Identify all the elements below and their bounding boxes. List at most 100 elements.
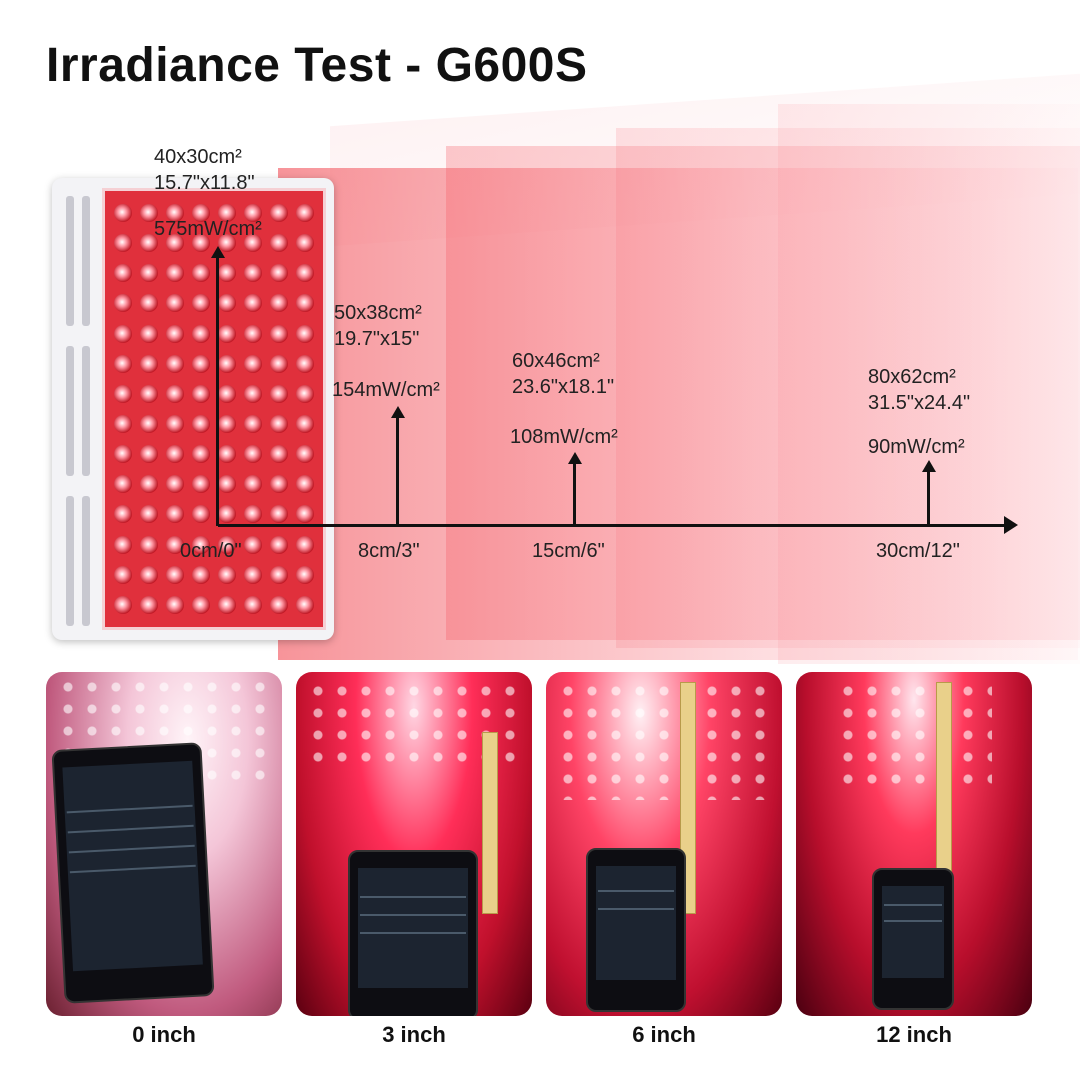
led-bulb — [218, 204, 236, 223]
led-bulb — [166, 234, 184, 253]
led-bulb — [192, 565, 210, 584]
led-bulb — [114, 264, 132, 283]
led-bulb — [114, 415, 132, 434]
led-bulb — [218, 535, 236, 554]
photo-12-inch — [796, 672, 1032, 1016]
led-bulb — [244, 204, 262, 223]
led-bulb — [218, 415, 236, 434]
led-bulb — [166, 505, 184, 524]
light-beam-0cm — [278, 168, 1078, 660]
led-bulb — [166, 384, 184, 403]
led-bulb — [192, 204, 210, 223]
led-bulb — [218, 505, 236, 524]
led-bulb — [192, 264, 210, 283]
led-bulb — [140, 445, 158, 464]
area-cm-3: 80x62cm² — [868, 366, 956, 388]
irradiance-arrow-0 — [216, 256, 219, 526]
led-bulb — [114, 384, 132, 403]
photo-caption-0: 0 inch — [132, 1022, 196, 1047]
led-bulb — [244, 234, 262, 253]
led-bulb — [192, 535, 210, 554]
arrow-up-icon — [568, 452, 582, 464]
led-bulb — [114, 505, 132, 524]
led-bulb — [114, 234, 132, 253]
led-bulb — [192, 384, 210, 403]
led-bulb — [296, 415, 314, 434]
led-bulb — [192, 595, 210, 614]
led-bulb — [218, 264, 236, 283]
distance-1: 8cm/3" — [358, 540, 420, 562]
led-bulb — [140, 294, 158, 313]
led-bulb — [296, 204, 314, 223]
led-bulb — [244, 415, 262, 434]
area-cm-0: 40x30cm² — [154, 146, 242, 168]
area-in-3: 31.5"x24.4" — [868, 392, 971, 414]
vent-slot — [82, 346, 90, 476]
irradiance-0: 575mW/cm² — [154, 218, 262, 240]
led-bulb — [270, 234, 288, 253]
irradiance-arrow-1 — [396, 416, 399, 526]
led-bulb — [218, 475, 236, 494]
led-bulb — [140, 565, 158, 584]
led-bulb — [114, 204, 132, 223]
led-bulb — [296, 505, 314, 524]
led-bulb — [296, 234, 314, 253]
led-bulb — [140, 264, 158, 283]
led-bulb — [244, 384, 262, 403]
area-cm-2: 60x46cm² — [512, 350, 600, 372]
led-bulb — [244, 324, 262, 343]
vent-slot — [82, 496, 90, 626]
led-bulb — [296, 595, 314, 614]
led-bulb — [218, 445, 236, 464]
vent-slot — [66, 496, 74, 626]
led-bulb — [140, 415, 158, 434]
area-cm-1: 50x38cm² — [334, 302, 422, 324]
area-in-1: 19.7"x15" — [334, 328, 420, 350]
vent-slot — [82, 196, 90, 326]
led-bulb — [140, 595, 158, 614]
led-bulb — [296, 384, 314, 403]
led-bulb — [192, 475, 210, 494]
led-bulb — [140, 475, 158, 494]
irradiance-meter — [348, 850, 478, 1016]
led-bulb — [114, 595, 132, 614]
led-bulb — [270, 354, 288, 373]
led-bulb — [296, 354, 314, 373]
area-in-2: 23.6"x18.1" — [512, 376, 615, 398]
led-bulb — [270, 505, 288, 524]
led-bulb — [192, 324, 210, 343]
irradiance-meter — [872, 868, 954, 1010]
led-bulb — [244, 535, 262, 554]
led-bulb — [166, 264, 184, 283]
led-bulb — [218, 294, 236, 313]
arrow-right-icon — [1004, 516, 1018, 534]
irradiance-meter — [51, 742, 215, 1004]
distance-2: 15cm/6" — [532, 540, 605, 562]
arrow-up-icon — [391, 406, 405, 418]
led-bulb — [166, 294, 184, 313]
led-bulb — [140, 204, 158, 223]
led-bulb — [140, 324, 158, 343]
led-bulb — [270, 415, 288, 434]
led-bulb — [218, 595, 236, 614]
led-bulb — [296, 445, 314, 464]
irradiance-3: 90mW/cm² — [868, 436, 965, 458]
irradiance-arrow-2 — [573, 462, 576, 526]
led-bulb — [270, 595, 288, 614]
led-bulb — [166, 415, 184, 434]
led-bulb — [296, 535, 314, 554]
led-bulb — [114, 445, 132, 464]
led-bulb — [166, 445, 184, 464]
led-bulb — [114, 565, 132, 584]
led-bulb — [166, 475, 184, 494]
led-bulb — [140, 354, 158, 373]
led-bulb — [296, 264, 314, 283]
page-title: Irradiance Test - G600S — [46, 39, 588, 92]
led-bulb — [270, 204, 288, 223]
led-bulb — [192, 354, 210, 373]
led-bulb — [140, 234, 158, 253]
led-bulb — [166, 535, 184, 554]
led-ceiling — [556, 680, 772, 800]
led-bulb — [244, 445, 262, 464]
led-bulb — [270, 324, 288, 343]
